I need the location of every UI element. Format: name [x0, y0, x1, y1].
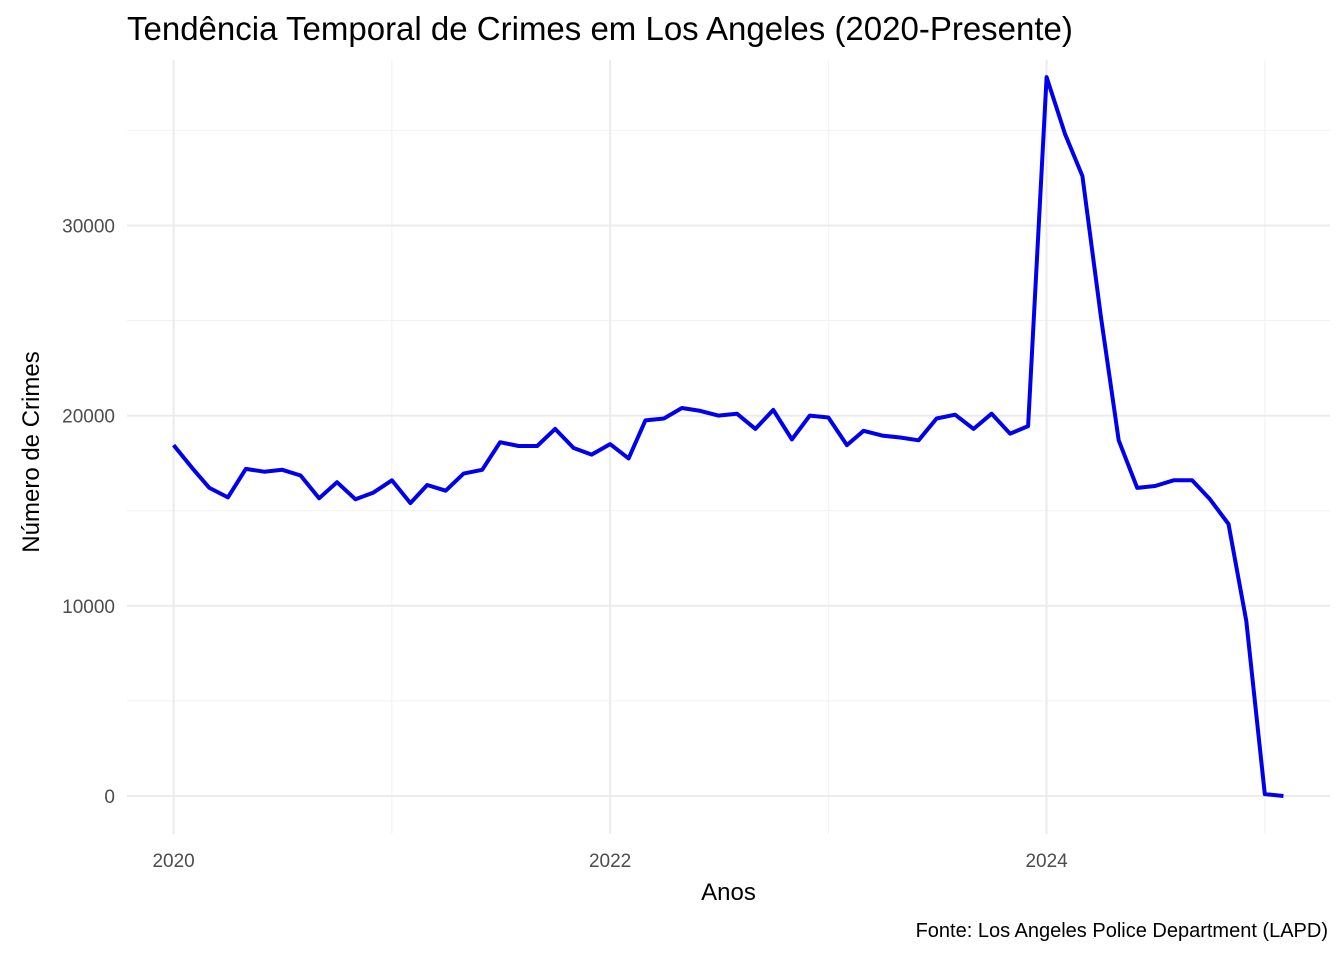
x-axis-tick-labels: 2020 2022 2024	[152, 851, 1068, 872]
y-tick-label: 30000	[62, 216, 115, 237]
y-tick-label: 20000	[62, 407, 115, 428]
series-layer	[172, 75, 1284, 798]
series-line	[172, 75, 1284, 798]
y-axis-title: Número de Crimes	[18, 351, 45, 552]
y-axis-tick-labels: 0 10000 20000 30000	[62, 216, 115, 808]
x-tick-label: 2020	[152, 851, 194, 872]
y-tick-label: 0	[104, 787, 115, 808]
chart-caption: Fonte: Los Angeles Police Department (LA…	[915, 920, 1328, 942]
major-gridlines	[127, 60, 1330, 834]
minor-gridlines	[127, 60, 1330, 834]
x-axis-title: Anos	[701, 879, 756, 906]
chart-title: Tendência Temporal de Crimes em Los Ange…	[127, 10, 1073, 47]
x-tick-label: 2022	[589, 851, 631, 872]
x-tick-label: 2024	[1025, 851, 1068, 872]
y-tick-label: 10000	[62, 597, 115, 618]
